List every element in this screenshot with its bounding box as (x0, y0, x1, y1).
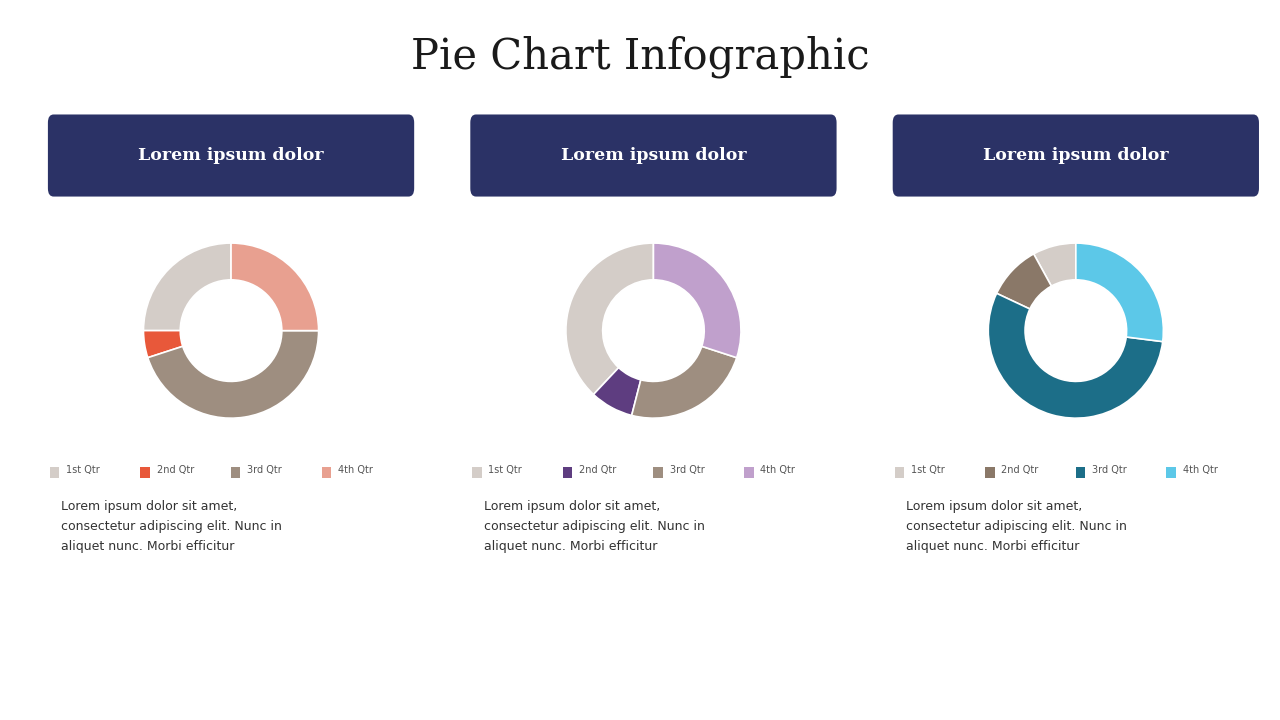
Wedge shape (566, 243, 653, 395)
Text: 3rd Qtr: 3rd Qtr (247, 465, 282, 474)
Bar (895, 467, 904, 478)
Bar (563, 467, 572, 478)
Bar (653, 467, 663, 478)
Bar (321, 467, 332, 478)
Bar (141, 467, 150, 478)
Wedge shape (1076, 243, 1164, 341)
Wedge shape (143, 243, 230, 330)
Wedge shape (232, 243, 319, 330)
Bar (1166, 467, 1176, 478)
Text: 4th Qtr: 4th Qtr (760, 465, 795, 474)
Text: 4th Qtr: 4th Qtr (338, 465, 372, 474)
Text: Lorem ipsum dolor sit amet,
consectetur adipiscing elit. Nunc in
aliquet nunc. M: Lorem ipsum dolor sit amet, consectetur … (906, 500, 1126, 553)
Text: Lorem ipsum dolor: Lorem ipsum dolor (983, 147, 1169, 164)
FancyBboxPatch shape (47, 114, 415, 197)
Wedge shape (654, 243, 741, 358)
Text: 3rd Qtr: 3rd Qtr (669, 465, 704, 474)
Wedge shape (1034, 243, 1075, 286)
Bar (744, 467, 754, 478)
Text: Lorem ipsum dolor: Lorem ipsum dolor (561, 147, 746, 164)
FancyBboxPatch shape (892, 114, 1260, 197)
Text: Lorem ipsum dolor sit amet,
consectetur adipiscing elit. Nunc in
aliquet nunc. M: Lorem ipsum dolor sit amet, consectetur … (484, 500, 704, 553)
Bar (986, 467, 995, 478)
Wedge shape (143, 330, 183, 358)
Text: 1st Qtr: 1st Qtr (911, 465, 945, 474)
Wedge shape (594, 368, 641, 415)
Bar (1075, 467, 1085, 478)
Text: 3rd Qtr: 3rd Qtr (1092, 465, 1126, 474)
Text: 2nd Qtr: 2nd Qtr (156, 465, 193, 474)
Wedge shape (631, 346, 737, 418)
Bar (472, 467, 481, 478)
Text: 2nd Qtr: 2nd Qtr (1001, 465, 1038, 474)
Wedge shape (988, 293, 1162, 418)
Bar (230, 467, 241, 478)
Bar (50, 467, 59, 478)
Text: 1st Qtr: 1st Qtr (489, 465, 522, 474)
Text: 4th Qtr: 4th Qtr (1183, 465, 1217, 474)
Text: Pie Chart Infographic: Pie Chart Infographic (411, 36, 869, 78)
Text: 1st Qtr: 1st Qtr (67, 465, 100, 474)
Text: Lorem ipsum dolor sit amet,
consectetur adipiscing elit. Nunc in
aliquet nunc. M: Lorem ipsum dolor sit amet, consectetur … (61, 500, 282, 553)
Wedge shape (147, 330, 319, 418)
Text: Lorem ipsum dolor: Lorem ipsum dolor (138, 147, 324, 164)
FancyBboxPatch shape (470, 114, 837, 197)
Text: 2nd Qtr: 2nd Qtr (579, 465, 616, 474)
Wedge shape (997, 254, 1051, 309)
